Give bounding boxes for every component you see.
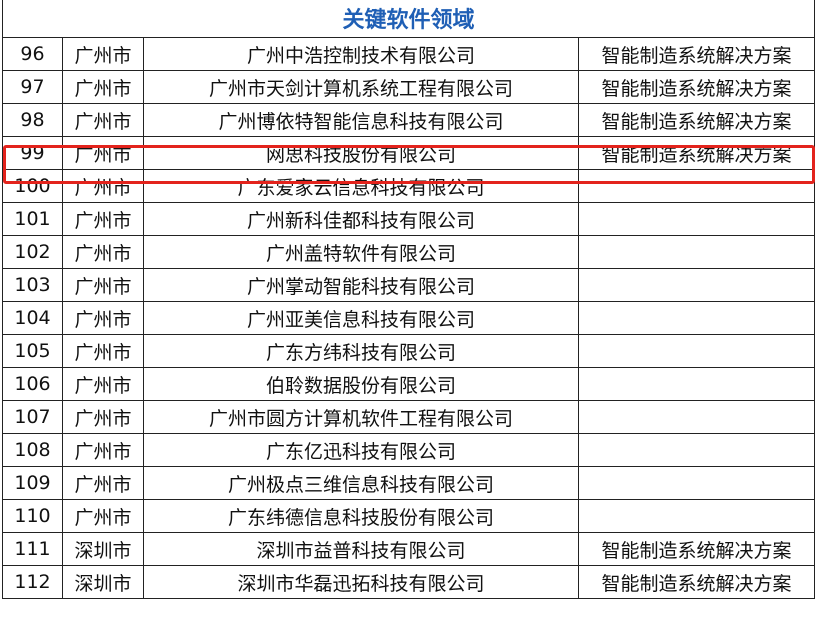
row-number: 104 (2, 301, 63, 335)
table-row: 108 广州市 广东亿迅科技有限公司 (2, 433, 816, 467)
table-row: 106 广州市 伯聆数据股份有限公司 (2, 367, 816, 401)
table-row: 109 广州市 广州极点三维信息科技有限公司 (2, 466, 816, 500)
field-cell: 智能制造系统解决方案 (577, 532, 816, 566)
table-row: 96 广州市 广州中浩控制技术有限公司 智能制造系统解决方案 (2, 37, 816, 71)
company-name-cell: 广东纬德信息科技股份有限公司 (143, 499, 579, 533)
row-number: 110 (2, 499, 63, 533)
field-cell (577, 301, 816, 335)
field-cell (577, 367, 816, 401)
field-cell: 智能制造系统解决方案 (577, 136, 816, 170)
row-number: 112 (2, 565, 63, 599)
field-cell: 智能制造系统解决方案 (577, 103, 816, 137)
table-row: 104 广州市 广州亚美信息科技有限公司 (2, 301, 816, 335)
row-number: 101 (2, 202, 63, 236)
city-cell: 广州市 (62, 466, 144, 500)
company-name-cell: 伯聆数据股份有限公司 (143, 367, 579, 401)
field-cell (577, 334, 816, 368)
row-number: 103 (2, 268, 63, 302)
city-cell: 深圳市 (62, 565, 144, 599)
table-row: 97 广州市 广州市天剑计算机系统工程有限公司 智能制造系统解决方案 (2, 70, 816, 104)
field-cell: 智能制造系统解决方案 (577, 70, 816, 104)
row-number: 98 (2, 103, 63, 137)
table-row: 105 广州市 广东方纬科技有限公司 (2, 334, 816, 368)
city-cell: 广州市 (62, 37, 144, 71)
field-cell (577, 466, 816, 500)
city-cell: 广州市 (62, 334, 144, 368)
table-row: 111 深圳市 深圳市益普科技有限公司 智能制造系统解决方案 (2, 532, 816, 566)
table-row: 112 深圳市 深圳市华磊迅拓科技有限公司 智能制造系统解决方案 (2, 565, 816, 599)
table-row: 100 广州市 广东爱家云信息科技有限公司 (2, 169, 816, 203)
company-name-cell: 网思科技股份有限公司 (143, 136, 579, 170)
row-number: 108 (2, 433, 63, 467)
company-name-cell: 广东爱家云信息科技有限公司 (143, 169, 579, 203)
field-cell (577, 202, 816, 236)
city-cell: 广州市 (62, 400, 144, 434)
title-row: 关键软件领域 (1, 0, 816, 38)
table-row: 102 广州市 广州盖特软件有限公司 (2, 235, 816, 269)
company-name-cell: 广州盖特软件有限公司 (143, 235, 579, 269)
table-row: 110 广州市 广东纬德信息科技股份有限公司 (2, 499, 816, 533)
table-row: 101 广州市 广州新科佳都科技有限公司 (2, 202, 816, 236)
city-cell: 广州市 (62, 268, 144, 302)
field-cell: 智能制造系统解决方案 (577, 565, 816, 599)
company-name-cell: 广州市圆方计算机软件工程有限公司 (143, 400, 579, 434)
row-number: 107 (2, 400, 63, 434)
company-name-cell: 广州掌动智能科技有限公司 (143, 268, 579, 302)
row-number: 106 (2, 367, 63, 401)
company-name-cell: 广东方纬科技有限公司 (143, 334, 579, 368)
row-number: 96 (2, 37, 63, 71)
table-title: 关键软件领域 (1, 0, 816, 38)
field-cell (577, 499, 816, 533)
row-number: 99 (2, 136, 63, 170)
field-cell (577, 169, 816, 203)
company-name-cell: 广州中浩控制技术有限公司 (143, 37, 579, 71)
city-cell: 广州市 (62, 367, 144, 401)
city-cell: 广州市 (62, 136, 144, 170)
row-number: 105 (2, 334, 63, 368)
field-cell: 智能制造系统解决方案 (577, 37, 816, 71)
field-cell (577, 433, 816, 467)
city-cell: 广州市 (62, 103, 144, 137)
row-number: 100 (2, 169, 63, 203)
row-number: 111 (2, 532, 63, 566)
table-row: 99 广州市 网思科技股份有限公司 智能制造系统解决方案 (2, 136, 816, 170)
city-cell: 广州市 (62, 301, 144, 335)
table-row: 103 广州市 广州掌动智能科技有限公司 (2, 268, 816, 302)
field-cell (577, 268, 816, 302)
company-name-cell: 广州极点三维信息科技有限公司 (143, 466, 579, 500)
company-name-cell: 深圳市华磊迅拓科技有限公司 (143, 565, 579, 599)
row-number: 102 (2, 235, 63, 269)
company-table: 关键软件领域 96 广州市 广州中浩控制技术有限公司 智能制造系统解决方案 97 广州市广… (1, 0, 816, 599)
company-name-cell: 广东亿迅科技有限公司 (143, 433, 579, 467)
company-name-cell: 深圳市益普科技有限公司 (143, 532, 579, 566)
city-cell: 广州市 (62, 433, 144, 467)
company-name-cell: 广州市天剑计算机系统工程有限公司 (143, 70, 579, 104)
table-row: 98 广州市 广州博依特智能信息科技有限公司 智能制造系统解决方案 (2, 103, 816, 137)
city-cell: 广州市 (62, 499, 144, 533)
company-name-cell: 广州亚美信息科技有限公司 (143, 301, 579, 335)
company-name-cell: 广州新科佳都科技有限公司 (143, 202, 579, 236)
field-cell (577, 235, 816, 269)
company-name-cell: 广州博依特智能信息科技有限公司 (143, 103, 579, 137)
field-cell (577, 400, 816, 434)
row-number: 97 (2, 70, 63, 104)
table-row: 107 广州市 广州市圆方计算机软件工程有限公司 (2, 400, 816, 434)
row-number: 109 (2, 466, 63, 500)
city-cell: 广州市 (62, 169, 144, 203)
city-cell: 广州市 (62, 202, 144, 236)
city-cell: 广州市 (62, 235, 144, 269)
city-cell: 深圳市 (62, 532, 144, 566)
city-cell: 广州市 (62, 70, 144, 104)
